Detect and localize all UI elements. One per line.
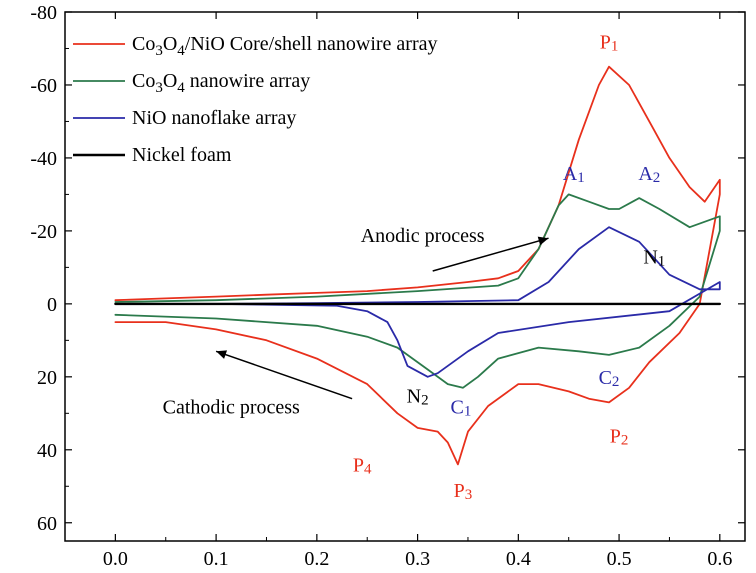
peak-label: P1 <box>600 31 619 54</box>
series-line-2 <box>114 193 721 389</box>
x-tick-label: 0.5 <box>607 548 632 570</box>
peak-label: N1 <box>643 247 665 270</box>
x-tick-label: 0.4 <box>506 548 531 570</box>
series-line-3 <box>114 226 721 378</box>
legend-label: NiO nanoflake array <box>132 107 296 129</box>
y-tick-label: -40 <box>30 148 57 170</box>
annotations: P1 A1 A2 N1 N2 C1 C2 P2 P4 P3 Anodic process Cathod… <box>163 31 666 503</box>
x-tick-label: 0.2 <box>304 548 329 570</box>
axes: 0.0 0.1 0.2 0.3 0.4 0.5 0.6 -80 -60 -40 -20 0 20 40 60 <box>30 2 746 570</box>
x-tick-label: 0.3 <box>405 548 430 570</box>
series-group <box>114 65 721 466</box>
plot-frame <box>64 11 746 542</box>
peak-label: Cathodic process <box>163 396 300 418</box>
peak-label: P2 <box>610 425 629 448</box>
process-arrow-line <box>432 237 549 272</box>
y-tick-label: -80 <box>30 2 57 24</box>
process-arrow-line <box>215 350 353 400</box>
y-tick-label: -20 <box>30 221 57 243</box>
y-tick-label: 60 <box>37 513 57 535</box>
process-arrow-head <box>537 236 549 246</box>
x-tick-label: 0.6 <box>707 548 732 570</box>
y-tick-label: -60 <box>30 75 57 97</box>
y-tick-label: 0 <box>47 294 57 316</box>
y-tick-label: 40 <box>37 440 57 462</box>
peak-label: P4 <box>353 455 372 478</box>
peak-label: A1 <box>563 163 585 186</box>
legend-label: Nickel foam <box>132 144 232 166</box>
process-arrow-head <box>216 350 228 359</box>
x-tick-label: 0.0 <box>103 548 128 570</box>
peak-label: Anodic process <box>361 225 485 247</box>
peak-label: A2 <box>638 163 660 186</box>
y-tick-label: 20 <box>37 367 57 389</box>
legend: Co3O4/NiO Core/shell nanowire array Co3O4… <box>73 33 438 166</box>
peak-label: N2 <box>407 385 429 408</box>
peak-label: C2 <box>599 367 620 390</box>
peak-label: P3 <box>454 480 473 503</box>
legend-label: Co3O4 nanowire array <box>132 70 310 96</box>
legend-label: Co3O4/NiO Core/shell nanowire array <box>132 33 438 59</box>
series-line-1 <box>114 65 721 466</box>
x-tick-label: 0.1 <box>204 548 229 570</box>
peak-label: C1 <box>450 396 471 419</box>
